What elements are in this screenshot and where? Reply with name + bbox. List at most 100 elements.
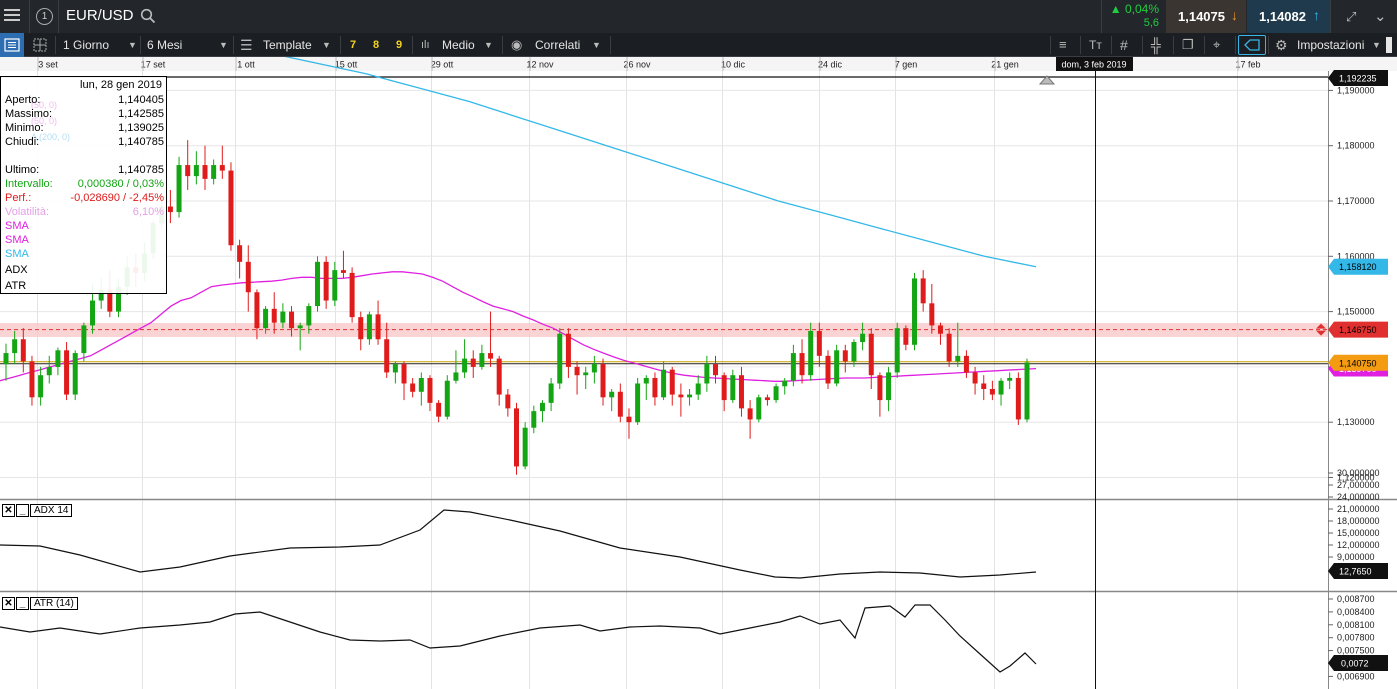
candle-body	[98, 289, 104, 301]
sma-200-line	[284, 57, 1037, 268]
chart-style-select[interactable]: Medio	[442, 33, 475, 57]
info-row-volatility: Volatilità: 6,10%	[5, 206, 164, 218]
crosshair-grid-icon[interactable]: ╬	[1151, 37, 1161, 53]
chevron-down-icon[interactable]: ⌄	[1374, 8, 1387, 25]
candle-body	[237, 245, 243, 262]
minimize-atr-icon[interactable]: _	[16, 597, 29, 610]
date-label: 15 ott	[335, 60, 358, 70]
adx-tick-label: 24,000000	[1337, 492, 1380, 502]
template-select[interactable]: Template	[263, 33, 312, 57]
chevron-down-icon[interactable]: ▼	[1372, 40, 1381, 50]
related-select[interactable]: Correlati	[535, 33, 580, 57]
candlestick-icon: ılı	[421, 39, 430, 51]
atr-current-text: 0,0072	[1341, 659, 1369, 669]
chart-canvas[interactable]: 3 set 17 set 1 ott 15 ott 29 ott 12 nov 26 nov…	[0, 57, 1397, 689]
bid-box[interactable]: 1,14075 ↓	[1166, 0, 1246, 33]
candle-body	[565, 333, 571, 367]
symbol-title[interactable]: EUR/USD	[66, 7, 134, 24]
candle-body	[713, 364, 719, 376]
legend-ghost-3: A (200, 0)	[31, 132, 71, 142]
close-atr-icon[interactable]: ✕	[2, 597, 15, 610]
chevron-down-icon[interactable]: ▼	[322, 40, 331, 50]
info-row-last: Ultimo: 1,140785	[5, 164, 164, 176]
candle-body	[981, 383, 987, 390]
eye-icon: ◉	[511, 37, 523, 52]
info-date: lun, 28 gen 2019	[80, 79, 162, 91]
quick-template-7[interactable]: 7	[350, 39, 357, 51]
adx-tick-label: 27,000000	[1337, 480, 1380, 490]
date-label: 21 gen	[991, 60, 1019, 70]
candle-body	[90, 300, 96, 326]
list-view-icon[interactable]	[0, 33, 24, 57]
text-tool-icon[interactable]: Tт	[1089, 38, 1102, 52]
price-line-icon[interactable]: ≡	[1059, 37, 1067, 52]
candle-body	[289, 311, 295, 329]
indicator-adx[interactable]: ADX	[5, 264, 28, 276]
scroll-handle[interactable]	[1386, 37, 1392, 53]
expand-icon[interactable]: ⤢	[1346, 9, 1357, 24]
chevron-down-icon[interactable]: ▼	[128, 40, 137, 50]
candle-body	[963, 355, 969, 373]
legend-ghost-1: (50, 0)	[31, 100, 58, 110]
candle-body	[263, 308, 269, 329]
date-label: 10 dic	[721, 60, 746, 70]
crosshair-icon[interactable]: ⌖	[1213, 37, 1221, 52]
candle-body	[937, 325, 943, 334]
candle-body	[505, 394, 511, 409]
settings-label: Impostazioni	[1297, 38, 1365, 52]
eraser-tool-icon[interactable]	[1238, 35, 1266, 55]
candle-body	[669, 369, 675, 395]
candle-body	[912, 278, 918, 345]
interval-select[interactable]: 1 Giorno	[63, 33, 109, 57]
candle-body	[314, 261, 320, 307]
adx-panel[interactable]	[0, 500, 1328, 590]
resistance-drag-icon	[1316, 323, 1326, 336]
date-label: 3 set	[38, 60, 58, 70]
indicator-sma-2[interactable]: SMA	[5, 234, 29, 246]
atr-panel-label: ATR (14)	[30, 597, 78, 610]
search-icon[interactable]	[140, 8, 156, 24]
minimize-adx-icon[interactable]: _	[16, 504, 29, 517]
grid-view-icon[interactable]	[32, 37, 48, 53]
price-tick-label: 1,130000	[1337, 417, 1375, 427]
candle-body	[245, 261, 251, 293]
hamburger-menu-icon[interactable]	[4, 9, 20, 23]
quick-template-8[interactable]: 8	[373, 39, 380, 51]
up-arrow-icon: ↑	[1313, 7, 1320, 23]
chevron-down-icon[interactable]: ▼	[592, 40, 601, 50]
candle-body	[384, 339, 390, 373]
candle-body	[756, 397, 762, 420]
range-value: 6 Mesi	[147, 38, 183, 52]
atr-panel[interactable]	[0, 593, 1328, 685]
candle-body	[730, 375, 736, 401]
date-axis-bg	[0, 57, 1397, 71]
scroll-marker-icon[interactable]	[1038, 75, 1056, 85]
indicator-atr[interactable]: ATR	[5, 280, 27, 292]
ask-box[interactable]: 1,14082 ↑	[1247, 0, 1330, 33]
quick-template-9[interactable]: 9	[396, 39, 403, 51]
sma-50-line	[0, 271, 1037, 382]
settings-button[interactable]: Impostazioni	[1297, 33, 1364, 57]
indicator-sma-1[interactable]: SMA	[5, 220, 29, 232]
range-select[interactable]: 6 Mesi	[147, 33, 182, 57]
adx-tick-label: 30,000000	[1337, 468, 1380, 478]
chevron-down-icon[interactable]: ▼	[219, 40, 228, 50]
info-row-high: Massimo: 1,142585	[5, 108, 164, 120]
chevron-down-icon[interactable]: ▼	[484, 40, 493, 50]
candle-body	[842, 350, 848, 362]
windows-icon[interactable]: ❐	[1182, 37, 1194, 52]
candle-body	[462, 358, 468, 373]
date-label: 1 ott	[237, 60, 255, 70]
candle-body	[626, 416, 632, 423]
close-adx-icon[interactable]: ✕	[2, 504, 15, 517]
info-icon[interactable]: 1	[36, 8, 53, 25]
price-panel[interactable]	[0, 71, 1328, 499]
date-label: 12 nov	[526, 60, 554, 70]
candle-body	[332, 270, 338, 301]
candle-body	[539, 402, 545, 412]
candle-body	[72, 353, 78, 395]
candle-body	[851, 342, 857, 362]
grid-tool-icon[interactable]: #	[1120, 37, 1128, 53]
indicator-sma-3[interactable]: SMA	[5, 248, 29, 260]
crosshair-date-label: dom, 3 feb 2019	[1056, 57, 1133, 71]
